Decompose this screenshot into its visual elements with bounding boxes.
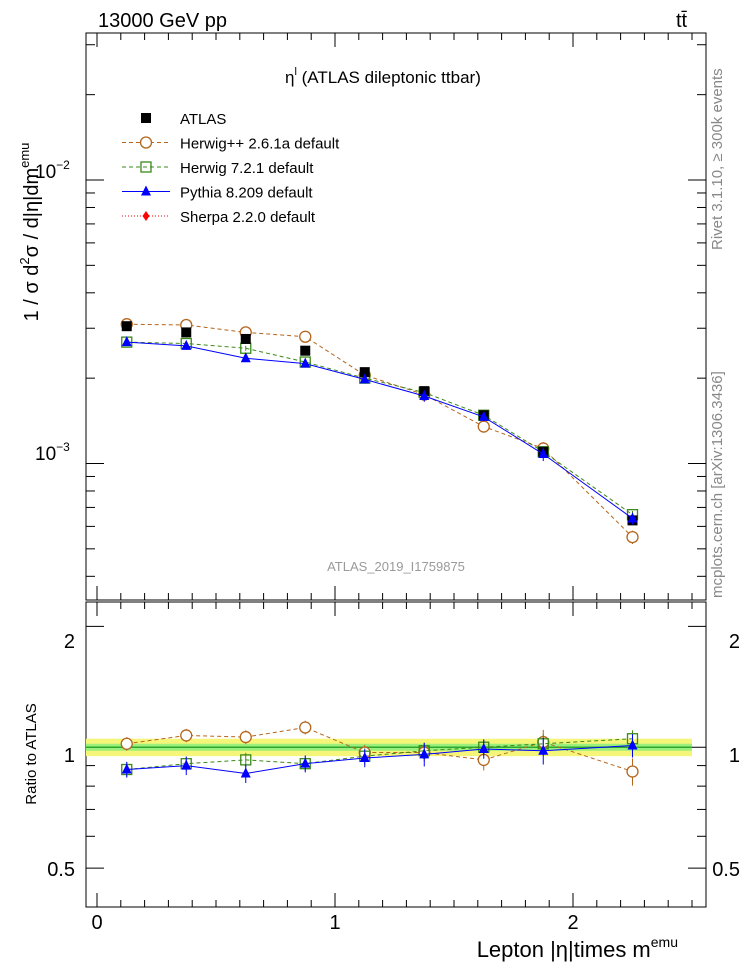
ratio-tick-label-0.5: 0.5 [47, 859, 75, 881]
legend-marker-pythia [141, 185, 151, 196]
legend-entry-atlas: ATLAS [141, 111, 226, 128]
ratio-point-pythia [121, 763, 132, 774]
axis-ticks [86, 33, 706, 907]
main-series-layer [120, 318, 639, 545]
point-pythia [359, 373, 370, 384]
legend-label-pythia: Pythia 8.209 default [180, 185, 313, 202]
legend-label-atlas: ATLAS [180, 111, 226, 128]
point-atlas [300, 345, 311, 356]
point-pythia [300, 357, 311, 368]
point-herwigpp [477, 420, 490, 433]
ratio-point-pythia [359, 752, 370, 763]
ytick-label-1e-2: 10−2 [35, 158, 70, 183]
point-herwigpp [626, 530, 639, 544]
header-ttbar: tt̄ [676, 10, 688, 32]
ratio-series-layer [120, 720, 639, 786]
legend: ATLAS Herwig++ 2.6.1a default Herwig 7.2.1… [122, 111, 340, 226]
legend-entry-sherpa: Sherpa 2.2.0 default [122, 209, 316, 226]
ratio-point-herwigpp [239, 730, 252, 744]
ytick-label-1e-3: 10−3 [35, 440, 70, 465]
series-atlas [121, 321, 638, 526]
legend-label-sherpa: Sherpa 2.2.0 default [180, 209, 316, 226]
point-atlas [121, 321, 132, 332]
ratio-point-pythia [240, 767, 251, 778]
point-pythia [538, 448, 549, 459]
legend-label-herwigpp: Herwig++ 2.6.1a default [180, 136, 340, 153]
line-pythia [126, 341, 633, 519]
ratio-series-herwigpp [120, 720, 639, 786]
x-axis-label: Lepton |η|times memu [477, 934, 678, 962]
ratio-line-herwigpp [126, 726, 633, 772]
series-herwigpp [120, 318, 639, 545]
legend-marker-herwigpp [139, 136, 153, 149]
ratio-point-herwigpp [180, 729, 193, 742]
point-pythia [478, 410, 489, 421]
legend-label-herwig7: Herwig 7.2.1 default [180, 160, 314, 177]
point-atlas [359, 367, 370, 378]
point-herwigpp [299, 330, 312, 343]
line-herwigpp [126, 323, 633, 538]
point-pythia [121, 336, 132, 347]
ratio-point-herwigpp [120, 737, 133, 750]
ratio-point-pythia [300, 757, 311, 768]
plot-title: ηl (ATLAS dileptonic ttbar) [285, 66, 481, 87]
ratio-point-herwigpp [626, 765, 639, 778]
header-process: 13000 GeV pp [98, 10, 227, 32]
analysis-watermark: ATLAS_2019_I1759875 [327, 559, 465, 574]
xtick-label-1: 1 [329, 912, 340, 934]
ratio-y-axis-label: Ratio to ATLAS [23, 703, 40, 804]
ratio-point-pythia [478, 742, 489, 753]
point-pythia [627, 512, 638, 523]
ratio-series-pythia [121, 734, 638, 784]
legend-entry-pythia: Pythia 8.209 default [122, 185, 313, 202]
point-pythia [419, 390, 430, 401]
legend-marker-atlas [141, 113, 151, 123]
mcplots-label: mcplots.cern.ch [arXiv:1306.3436] [709, 371, 726, 598]
ratio-tick-label-right-2: 2 [729, 631, 740, 653]
legend-marker-sherpa [142, 211, 150, 221]
ratio-tick-label-2: 2 [64, 631, 75, 653]
legend-marker-herwig7 [140, 161, 152, 173]
series-herwig7 [121, 336, 639, 521]
ratio-tick-label-1: 1 [64, 745, 75, 767]
xtick-label-2: 2 [567, 912, 578, 934]
point-pythia [240, 352, 251, 363]
point-atlas [240, 333, 251, 344]
ratio-tick-label-right-1: 1 [729, 745, 740, 767]
ratio-point-pythia [627, 739, 638, 750]
y-axis-label: 1 / σ d2σ / d|η|dmemu [17, 143, 43, 322]
rivet-version-label: Rivet 3.1.10, ≥ 300k events [709, 68, 726, 250]
series-pythia [121, 336, 638, 525]
ratio-point-herwigpp [299, 721, 312, 734]
legend-entry-herwigpp: Herwig++ 2.6.1a default [122, 136, 340, 153]
ratio-tick-label-right-0.5: 0.5 [712, 859, 740, 881]
xtick-label-0: 0 [91, 912, 102, 934]
main-plot-frame [85, 32, 707, 601]
ratio-point-pythia [181, 759, 192, 770]
point-pythia [181, 339, 192, 350]
line-herwig7 [126, 341, 633, 516]
point-atlas [181, 327, 192, 338]
ratio-point-pythia [538, 744, 549, 755]
ratio-point-pythia [419, 748, 430, 759]
legend-entry-herwig7: Herwig 7.2.1 default [122, 160, 314, 177]
